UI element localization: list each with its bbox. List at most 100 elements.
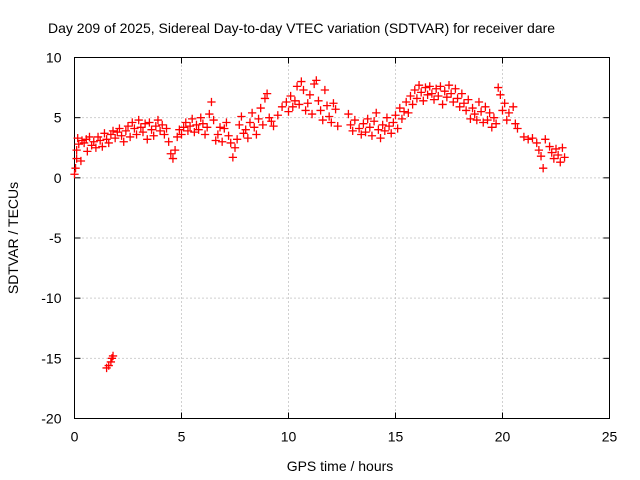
data-point — [380, 126, 389, 136]
data-point — [205, 109, 214, 119]
data-point — [196, 113, 205, 122]
data-point — [556, 158, 565, 167]
data-point — [188, 114, 197, 124]
data-point — [136, 123, 145, 132]
data-point — [322, 101, 332, 110]
data-point — [440, 87, 449, 96]
data-point — [284, 107, 293, 116]
data-point — [519, 132, 529, 142]
chart-title: Day 209 of 2025, Sidereal Day-to-day VTE… — [48, 20, 555, 36]
data-point — [179, 123, 188, 132]
data-point — [155, 126, 165, 136]
y-tick-label: 0 — [54, 170, 62, 186]
x-tick-label: 10 — [281, 429, 297, 445]
data-point — [410, 85, 419, 95]
data-point — [387, 129, 396, 138]
data-point — [200, 130, 210, 139]
data-point — [147, 125, 156, 134]
ticks — [74, 57, 610, 419]
data-point — [314, 96, 323, 105]
data-point — [290, 96, 300, 105]
data-point — [406, 91, 415, 101]
data-point — [262, 89, 272, 98]
data-point — [402, 97, 411, 107]
data-point — [449, 97, 458, 107]
data-point — [438, 100, 447, 109]
data-point — [119, 137, 128, 146]
data-point — [128, 118, 137, 127]
data-point — [502, 115, 511, 125]
y-tick-label: -10 — [41, 290, 61, 306]
x-tick-label: 5 — [178, 429, 186, 445]
data-point — [226, 138, 235, 148]
y-tick-label: -5 — [49, 230, 62, 246]
data-point — [177, 130, 186, 139]
data-point — [130, 124, 139, 133]
data-point — [541, 135, 550, 144]
data-point — [153, 115, 163, 125]
data-point — [423, 90, 432, 99]
data-point — [331, 105, 340, 114]
data-point — [258, 120, 267, 130]
data-point — [170, 146, 180, 155]
data-point — [464, 95, 473, 104]
data-point — [320, 85, 330, 95]
data-point — [412, 94, 422, 103]
data-point — [98, 142, 107, 151]
data-point — [391, 111, 400, 120]
data-point — [393, 124, 402, 133]
data-point — [481, 102, 490, 111]
data-point — [72, 146, 81, 155]
data-point — [252, 130, 261, 139]
data-point — [547, 148, 556, 157]
data-point — [399, 107, 409, 116]
data-point — [190, 127, 199, 137]
data-point — [374, 125, 383, 134]
data-point — [318, 115, 327, 125]
data-point — [106, 357, 116, 367]
data-point — [164, 137, 173, 146]
data-point — [132, 130, 141, 139]
data-point — [297, 77, 306, 86]
data-point — [241, 125, 250, 134]
data-point — [560, 153, 569, 162]
data-point — [536, 152, 546, 161]
grid — [74, 57, 610, 419]
data-point — [256, 103, 265, 113]
data-point — [83, 147, 92, 156]
data-point — [303, 99, 312, 108]
data-point — [76, 156, 86, 166]
data-point — [333, 121, 342, 131]
data-point — [539, 164, 548, 173]
data-point — [181, 118, 190, 127]
data-point — [162, 124, 171, 133]
data-point — [108, 126, 118, 136]
data-point — [140, 119, 150, 128]
data-point — [237, 112, 246, 121]
data-point — [474, 97, 484, 107]
data-point — [277, 102, 287, 111]
data-point — [389, 118, 398, 127]
data-point — [382, 113, 392, 122]
data-point — [260, 94, 270, 103]
data-point — [344, 109, 353, 119]
data-point — [485, 108, 494, 118]
data-point — [348, 126, 357, 136]
data-point — [532, 138, 541, 148]
data-point — [228, 153, 238, 162]
data-point — [220, 124, 229, 133]
y-tick-label: -15 — [41, 350, 61, 366]
data-point — [384, 121, 394, 131]
data-point — [209, 115, 218, 125]
data-point — [504, 108, 514, 118]
data-point — [247, 108, 257, 118]
data-point — [372, 108, 381, 118]
data-point — [89, 137, 98, 146]
data-point — [491, 119, 501, 128]
data-point — [250, 123, 259, 132]
data-point — [496, 90, 505, 99]
data-point — [235, 120, 244, 130]
x-axis-label: GPS time / hours — [287, 458, 394, 474]
data-point — [71, 164, 80, 173]
